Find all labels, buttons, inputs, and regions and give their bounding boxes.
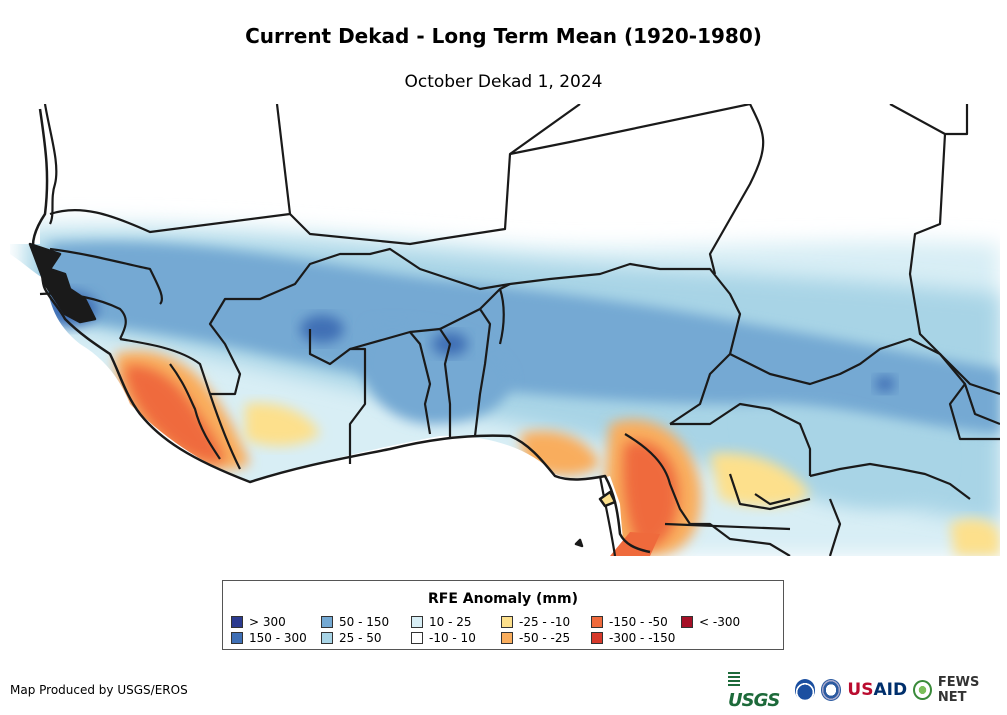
noaa-logo-icon [794, 679, 815, 701]
legend-item: > 300 [231, 615, 286, 629]
fews-net-logo-icon [913, 680, 932, 700]
legend-item: -25 - -10 [501, 615, 570, 629]
legend-swatch [231, 616, 243, 628]
legend-item: -50 - -25 [501, 631, 570, 645]
legend-label: -150 - -50 [609, 615, 668, 629]
legend-label: 10 - 25 [429, 615, 472, 629]
legend-label: -10 - 10 [429, 631, 476, 645]
legend-label: -50 - -25 [519, 631, 571, 645]
country-borders [39, 104, 1000, 556]
legend-label: < -300 [699, 615, 741, 629]
anomaly-field [20, 221, 1000, 556]
legend-item: -150 - -50 [591, 615, 668, 629]
legend-item: -10 - 10 [411, 631, 476, 645]
map-canvas [10, 104, 1000, 556]
legend-swatch [501, 616, 513, 628]
legend-swatch [591, 632, 603, 644]
partner-logos: USGS USAID FEWS NET [728, 672, 1007, 711]
legend-label: -25 - -10 [519, 615, 571, 629]
usaid-logo: USAID [847, 680, 908, 700]
legend-label: > 300 [249, 615, 286, 629]
map-title: Current Dekad - Long Term Mean (1920-198… [245, 24, 762, 48]
nasa-seal-icon [820, 679, 842, 701]
legend-item: 25 - 50 [321, 631, 382, 645]
map-credit: Map Produced by USGS/EROS [10, 683, 188, 697]
legend-swatch [321, 632, 333, 644]
legend-swatch [321, 616, 333, 628]
legend-item: 50 - 150 [321, 615, 389, 629]
usgs-logo: USGS [728, 669, 789, 711]
coastline [28, 108, 651, 554]
legend-label: 25 - 50 [339, 631, 382, 645]
legend-item: 150 - 300 [231, 631, 307, 645]
legend-swatch [681, 616, 693, 628]
legend-item: -300 - -150 [591, 631, 675, 645]
legend-swatch [231, 632, 243, 644]
legend-label: 50 - 150 [339, 615, 390, 629]
legend-swatch [411, 632, 423, 644]
legend-item: 10 - 25 [411, 615, 472, 629]
legend-swatch [411, 616, 423, 628]
legend-swatch [501, 632, 513, 644]
rainfall-anomaly-map [10, 104, 1000, 556]
fews-net-label: FEWS NET [937, 675, 980, 705]
legend: RFE Anomaly (mm) > 300 150 - 300 50 - 15… [222, 580, 784, 650]
ocean [10, 104, 660, 556]
legend-title: RFE Anomaly (mm) [427, 591, 578, 607]
legend-item: < -300 [681, 615, 740, 629]
legend-swatch [591, 616, 603, 628]
legend-label: -300 - -150 [609, 631, 676, 645]
legend-label: 150 - 300 [249, 631, 307, 645]
map-subtitle: October Dekad 1, 2024 [404, 72, 603, 92]
